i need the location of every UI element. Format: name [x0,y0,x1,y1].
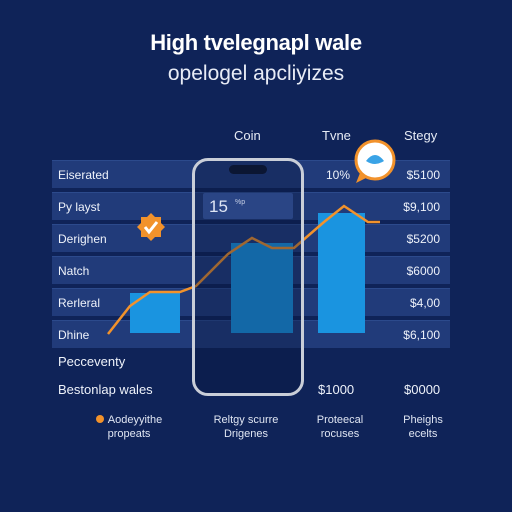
chart-bar [318,213,365,333]
footer-line2: propeats [107,428,151,440]
row-value: $9,100 [403,200,440,214]
row-label: Py layst [58,200,101,214]
row-label: Natch [58,264,90,278]
row-percent: 10% [326,168,351,182]
phone-notch [229,165,267,174]
footer-item: Pheighs ecelts [388,413,458,441]
footer-line1: Pheighs [403,414,443,426]
row-label: Dhine [58,328,90,342]
footer-line2: ecelts [408,428,438,440]
row-label: Eiserated [58,168,109,182]
footer-line1: Aodeyyithe [107,414,163,426]
speech-bubble-icon [354,139,396,183]
row-value: $6000 [406,264,440,278]
check-badge-icon [137,213,165,241]
phone-screen-header [203,193,293,219]
column-header-stegy: Stegy [404,128,438,143]
footer-line2: rocuses [320,428,360,440]
bestonlap-value-1: $1000 [318,382,355,397]
column-header-tvne: Tvne [322,128,351,143]
footer-item: Reltgy scurre Drigenes [198,413,294,441]
row-value: $6,100 [403,328,440,342]
row-value: $4,00 [409,296,440,310]
row-value: $5200 [406,232,440,246]
row-label: Rerleral [58,296,101,310]
phone-small-text: %p [235,199,246,206]
footer-line1: Reltgy scurre [213,414,279,426]
row-label: Derighen [58,232,107,246]
footer-item: Aodeyyithe propeats [84,413,174,441]
chart-bar [130,293,180,333]
footer-item: Proteecal rocuses [298,413,382,441]
row-value: $5100 [406,168,440,182]
orange-dot-icon [95,415,104,423]
footer-line1: Proteecal [316,414,364,426]
chart-bar [231,243,293,333]
chart-line [107,204,380,335]
section-perceventy: Pecceventy [58,354,126,369]
phone-icon: 15 %p [192,158,304,396]
page-subtitle: opelogel apcliyizes [167,62,345,85]
footer-line2: Drigenes [223,428,269,440]
page-title: High tvelegnapl wale [150,30,362,55]
section-bestonlap: Bestonlap wales [58,382,153,397]
bestonlap-value-2: $0000 [404,382,441,397]
phone-big-number: 15 [209,197,228,216]
column-header-coin: Coin [234,128,261,143]
